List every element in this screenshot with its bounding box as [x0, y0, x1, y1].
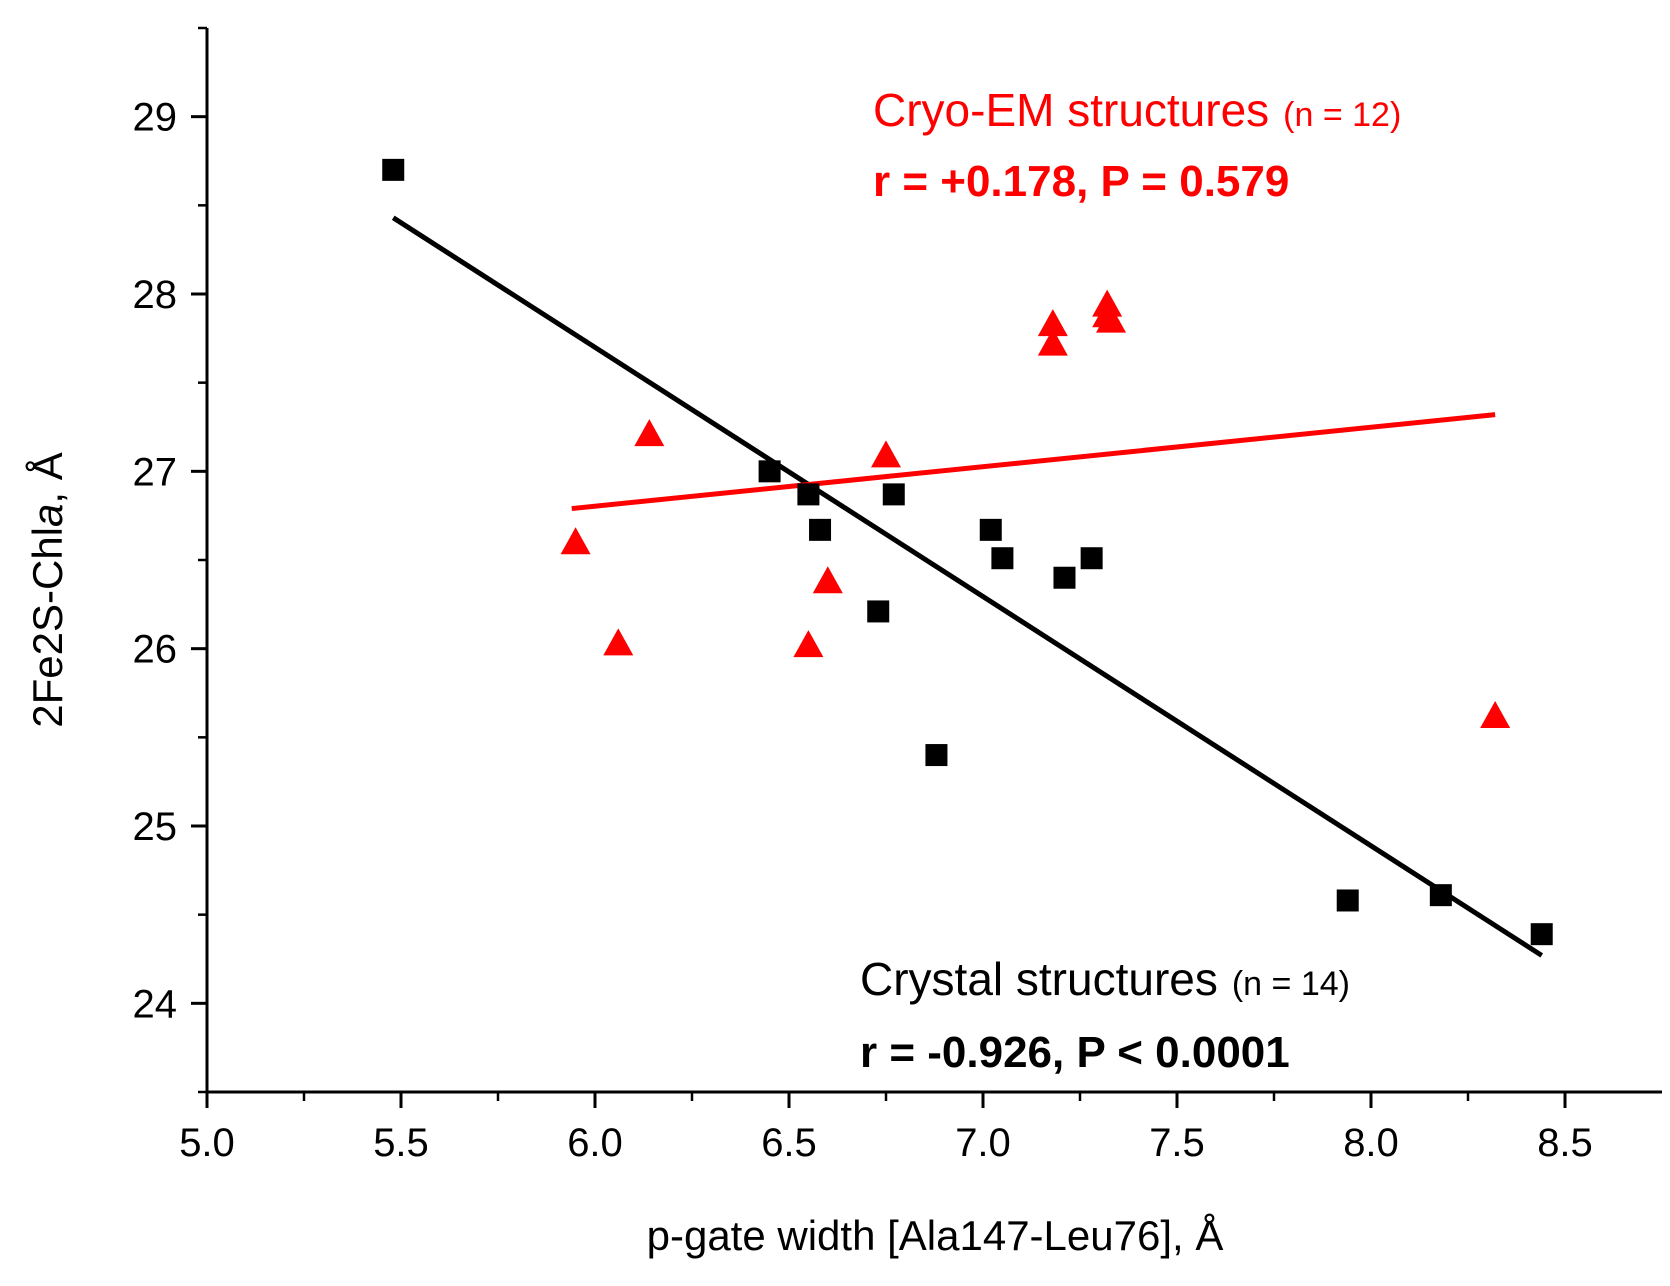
x-tick-label: 6.5 [761, 1121, 817, 1165]
svg-text:Crystal structures (n =: Crystal structures (n = 14) [860, 953, 1350, 1005]
crystal-point [809, 518, 832, 541]
ticks [191, 26, 1567, 1108]
cryo-em-point [1037, 309, 1068, 337]
cryo-em-point [634, 419, 665, 447]
y-axis-title-prefix: 2Fe2S-Chl [24, 527, 71, 728]
crystal-point [1530, 923, 1553, 946]
x-tick-label: 8.0 [1343, 1121, 1399, 1165]
cryo-em-point [793, 630, 824, 658]
cryo-em-n: (n = 12) [1283, 96, 1401, 134]
crystal-point [1080, 547, 1103, 570]
y-axis-title-italic: a [24, 504, 71, 527]
crystal-point [758, 460, 781, 483]
cryo-em-point [1096, 305, 1127, 333]
x-tick-label: 8.5 [1537, 1121, 1593, 1165]
crystal-point [882, 483, 905, 506]
y-tick-label: 25 [133, 805, 178, 849]
y-axis-title: 2Fe2S-Chla, Å [24, 452, 71, 727]
y-tick-label: 29 [133, 96, 178, 140]
crystal-point [797, 483, 820, 506]
crystal-n: (n = 14) [1232, 965, 1350, 1003]
y-axis-title-suffix: , Å [24, 452, 71, 503]
cryo-em-title: Cryo-EM structures [873, 84, 1269, 136]
data-points [382, 158, 1553, 946]
crystal-stats: r = -0.926, P < 0.0001 [860, 1028, 1290, 1077]
cryo-em-point [812, 566, 843, 594]
cryo-em-fit-line [571, 412, 1496, 512]
cryo-em-point [603, 628, 634, 656]
y-tick-label: 24 [133, 982, 178, 1026]
cryo-em-stats: r = +0.178, P = 0.579 [873, 157, 1289, 206]
x-tick-label: 5.0 [179, 1121, 235, 1165]
cryo-em-point [1037, 328, 1068, 356]
tick-labels: 5.0 5.5 6.0 6.5 7.0 7.5 8.0 8.5 24 25 26 27 28 29 [133, 96, 1593, 1165]
crystal-point [925, 744, 948, 767]
y-tick-label: 26 [133, 628, 178, 672]
crystal-fit-line [391, 215, 1544, 958]
crystal-point [1053, 566, 1076, 589]
crystal-title: Crystal structures [860, 953, 1218, 1005]
y-tick-label: 27 [133, 450, 178, 494]
crystal-annotation: Crystal structures (n = 14) r = -0.926, … [860, 953, 1350, 1077]
cryo-em-annotation: Cryo-EM structures (n = 12) r = +0.178, … [873, 84, 1401, 206]
x-tick-label: 7.5 [1149, 1121, 1205, 1165]
x-axis-title: p-gate width [Ala147-Leu76], Å [647, 1212, 1224, 1259]
cryo-em-point [1480, 701, 1511, 729]
crystal-point [1336, 889, 1359, 912]
x-tick-label: 7.0 [955, 1121, 1011, 1165]
fit-lines [391, 215, 1544, 958]
x-tick-label: 5.5 [373, 1121, 429, 1165]
svg-text:Cryo-EM structures (n =: Cryo-EM structures (n = 12) [873, 84, 1401, 136]
cryo-em-point [560, 527, 591, 555]
crystal-point [382, 158, 405, 181]
crystal-point [991, 547, 1014, 570]
crystal-point [867, 600, 890, 623]
crystal-point [979, 518, 1002, 541]
y-tick-label: 28 [133, 273, 178, 317]
crystal-point [1429, 884, 1452, 907]
x-tick-label: 6.0 [567, 1121, 623, 1165]
cryo-em-point [871, 440, 901, 468]
